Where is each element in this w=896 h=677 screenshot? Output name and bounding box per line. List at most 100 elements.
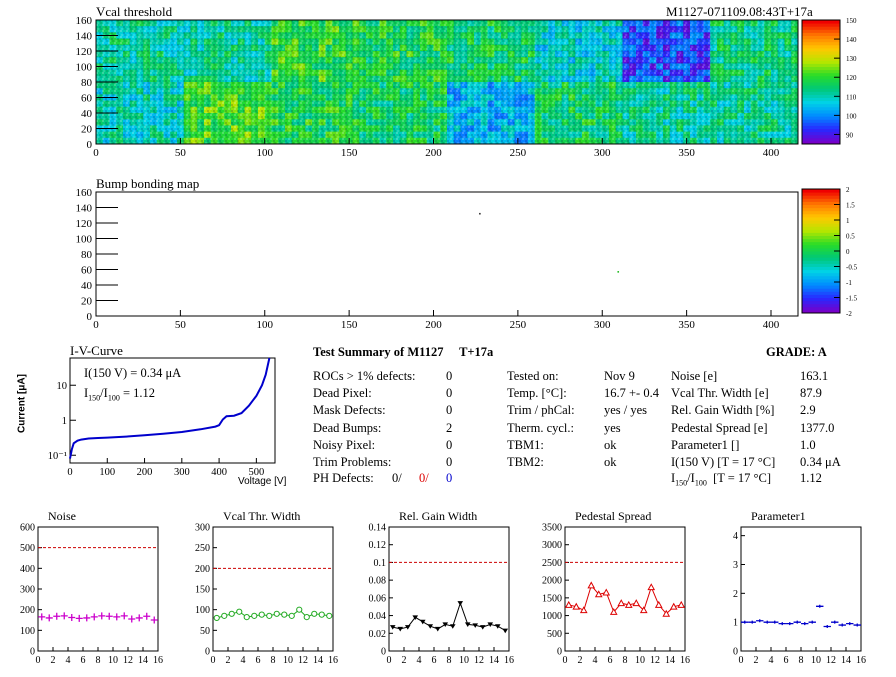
iv-xtick-label: 300 bbox=[174, 467, 190, 478]
small-plot-point bbox=[487, 622, 494, 628]
bump-palette-label: -1.5 bbox=[846, 295, 858, 303]
small-plot-xtick-label: 12 bbox=[650, 655, 660, 666]
module-id-label: M1127-071109.08:43T+17a bbox=[666, 4, 813, 19]
small-plot-ytick-label: 0.04 bbox=[369, 611, 387, 622]
iv-curve-line bbox=[69, 357, 271, 459]
small-plot-xtick-label: 12 bbox=[298, 655, 308, 666]
bump-palette-label: 1.5 bbox=[846, 202, 855, 210]
small-plot-point bbox=[105, 612, 113, 620]
vcal-palette-swatch bbox=[802, 106, 840, 111]
vcal-palette-swatch bbox=[802, 47, 840, 52]
dead-bump-point bbox=[617, 271, 620, 273]
iv-xtick-label: 400 bbox=[211, 467, 227, 478]
condition-label: Tested on: bbox=[507, 369, 559, 383]
vcal-palette-label: 140 bbox=[846, 36, 857, 44]
parameter-label: I(150 V) [T = 17 °C] bbox=[671, 455, 776, 469]
small-plot-xtick-label: 10 bbox=[635, 655, 645, 666]
defect-value: 0 bbox=[446, 403, 453, 418]
bump-palette-swatch bbox=[802, 210, 840, 215]
iv-ylabel: Current [μA] bbox=[16, 374, 28, 433]
bump-xtick-label: 150 bbox=[341, 319, 358, 331]
small-plot-xtick-label: 2 bbox=[226, 655, 231, 666]
small-plot-frame bbox=[564, 526, 686, 652]
bump-palette-swatch bbox=[802, 247, 840, 252]
bump-palette-swatch bbox=[802, 275, 840, 280]
small-plot-point bbox=[221, 612, 228, 619]
parameter-value: 1.0 bbox=[800, 437, 816, 452]
small-plot-title: Pedestal Spread bbox=[575, 509, 651, 523]
small-plot-line bbox=[392, 601, 506, 632]
vcal-palette-label: 110 bbox=[846, 93, 857, 101]
condition-label: Temp. [°C]: bbox=[507, 386, 567, 401]
bump-palette-swatch bbox=[802, 266, 840, 271]
small-plot-point bbox=[647, 583, 656, 591]
small-plot-point bbox=[662, 609, 671, 617]
iv-ytick-label: 10 bbox=[57, 381, 68, 392]
vcal-xtick-label: 300 bbox=[594, 147, 611, 159]
small-plot-point bbox=[412, 615, 419, 620]
vcal-palette-swatch bbox=[802, 63, 840, 67]
vcal-palette-swatch bbox=[802, 35, 840, 40]
small-plot-point bbox=[808, 620, 816, 624]
small-plot-title: Rel. Gain Width bbox=[399, 509, 477, 523]
vcal-palette-swatch bbox=[802, 88, 840, 92]
small-plot-ytick-label: 0.1 bbox=[374, 558, 387, 569]
bump-palette-swatch bbox=[802, 272, 840, 277]
small-plot-point bbox=[273, 610, 280, 617]
ph-value-0: 0/ bbox=[392, 471, 402, 485]
iv-xlabel: Voltage [V] bbox=[238, 476, 287, 487]
defect-label: Trim Problems: bbox=[313, 455, 392, 469]
bump-ytick-label: 160 bbox=[76, 187, 93, 199]
bump-ytick-label: 140 bbox=[76, 203, 93, 215]
parameter-label: Vcal Thr. Width [e] bbox=[671, 386, 769, 401]
small-plot-xtick-label: 6 bbox=[81, 655, 86, 666]
iv-curve-chart: 0 100 200 300 400 500 10⁻¹ 1 10 bbox=[48, 357, 276, 478]
vcal-xtick-label: 200 bbox=[425, 147, 442, 159]
small-plot-point bbox=[288, 612, 295, 619]
small-plot-xtick-label: 16 bbox=[680, 655, 690, 666]
small-plot-xtick-label: 6 bbox=[784, 655, 789, 666]
bump-palette-label: 0.5 bbox=[846, 233, 855, 241]
condition-value: ok bbox=[604, 455, 617, 469]
small-plot-point bbox=[318, 611, 325, 618]
small-plot-point bbox=[457, 601, 464, 606]
vcal-palette-swatch bbox=[802, 51, 840, 55]
vcal-palette-label: 100 bbox=[846, 112, 857, 120]
small-plot-point bbox=[624, 600, 633, 608]
small-plot-xtick-label: 14 bbox=[313, 655, 323, 666]
small-plot-point bbox=[38, 613, 46, 621]
small-plot-xtick-label: 0 bbox=[36, 655, 41, 666]
parameter-label: Pedestal Spread [e] bbox=[671, 420, 768, 435]
small-plot-point bbox=[831, 620, 839, 624]
bump-palette-swatch bbox=[802, 300, 840, 305]
small-plot-point bbox=[404, 625, 411, 630]
small-plot-point bbox=[786, 622, 794, 626]
small-plot-xtick-label: 16 bbox=[504, 655, 514, 666]
condition-value: Nov 9 bbox=[604, 369, 635, 383]
bump-palette-swatch bbox=[802, 251, 840, 255]
vcal-xtick-label: 0 bbox=[93, 147, 99, 159]
small-plot-ytick-label: 0 bbox=[557, 647, 562, 658]
small-plot-xtick-label: 10 bbox=[283, 655, 293, 666]
small-plot-point bbox=[617, 599, 626, 607]
small-plot-xtick-label: 14 bbox=[665, 655, 675, 666]
small-plot-title: Noise bbox=[48, 509, 76, 523]
bump-bonding-map: 0 50 100 150 200 250 300 350 4000204060801001201… bbox=[76, 186, 858, 331]
small-plot-point bbox=[669, 602, 678, 610]
small-plot-xtick-label: 2 bbox=[578, 655, 583, 666]
small-plot-point bbox=[311, 610, 318, 617]
vcal-threshold-map: 0 50 100 150 200 250 300 350 4000204060801001201… bbox=[76, 15, 858, 159]
small-plot-xtick-label: 0 bbox=[739, 655, 744, 666]
vcal-ytick-label: 20 bbox=[81, 124, 93, 136]
small-plot-point bbox=[572, 602, 581, 610]
iv-ytick-label: 1 bbox=[62, 416, 67, 427]
bump-palette-swatch bbox=[802, 229, 840, 233]
small-plot-point bbox=[801, 622, 809, 626]
bump-xtick-label: 350 bbox=[678, 319, 695, 331]
bump-palette-swatch bbox=[802, 216, 840, 221]
vcal-ytick-label: 80 bbox=[81, 77, 93, 89]
small-plot-ytick-label: 4 bbox=[733, 531, 738, 542]
iv-curve-panel: 0 100 200 300 400 500 10⁻¹ 1 10 I-V-Curve I(150 … bbox=[0, 340, 290, 490]
